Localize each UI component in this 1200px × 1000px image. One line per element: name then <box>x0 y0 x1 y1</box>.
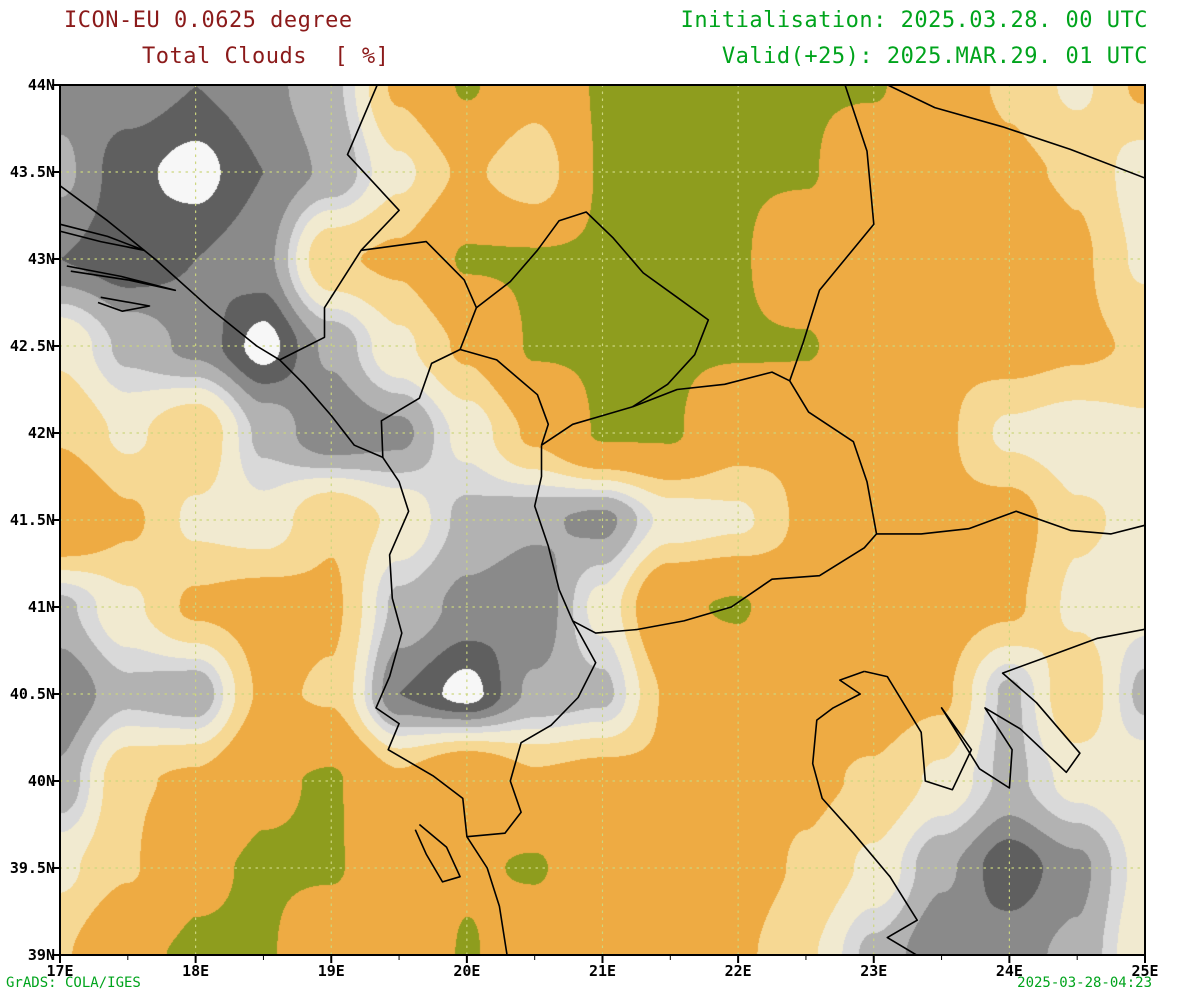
y-axis-label: 39.5N <box>9 859 55 877</box>
model-title: ICON-EU 0.0625 degree <box>64 8 353 33</box>
x-axis-label: 20E <box>453 962 481 980</box>
creation-timestamp: 2025-03-28-04:23 <box>1017 975 1152 991</box>
initialisation-time: Initialisation: 2025.03.28. 00 UTC <box>680 8 1148 33</box>
y-axis-label: 43N <box>27 250 55 268</box>
country-borders <box>60 85 1145 955</box>
y-axis-label: 40.5N <box>9 685 55 703</box>
x-axis-label: 19E <box>317 962 345 980</box>
x-axis-label: 21E <box>588 962 617 980</box>
x-axis-label: 18E <box>182 962 210 980</box>
x-axis-label: 22E <box>724 962 752 980</box>
plot-frame <box>59 84 1146 956</box>
y-axis-label: 41.5N <box>9 511 55 529</box>
y-axis-label: 44N <box>27 76 55 94</box>
y-axis-label: 42N <box>27 424 55 442</box>
y-axis-label: 42.5N <box>9 337 55 355</box>
axis-ticks <box>52 84 1146 963</box>
x-axis-label: 17E <box>46 962 74 980</box>
y-axis-label: 39N <box>27 946 55 964</box>
x-axis-label: 25E <box>1131 962 1159 980</box>
y-axis-label: 41N <box>27 598 55 616</box>
valid-time: Valid(+25): 2025.MAR.29. 01 UTC <box>721 44 1148 69</box>
grads-attribution: GrADS: COLA/IGES <box>6 975 141 991</box>
y-axis-label: 43.5N <box>9 163 55 181</box>
x-axis-label: 23E <box>860 962 888 980</box>
graticule-gridlines <box>59 84 1146 956</box>
x-axis-label: 24E <box>995 962 1023 980</box>
y-axis-label: 40N <box>27 772 55 790</box>
variable-title: Total Clouds [ %] <box>142 44 390 69</box>
